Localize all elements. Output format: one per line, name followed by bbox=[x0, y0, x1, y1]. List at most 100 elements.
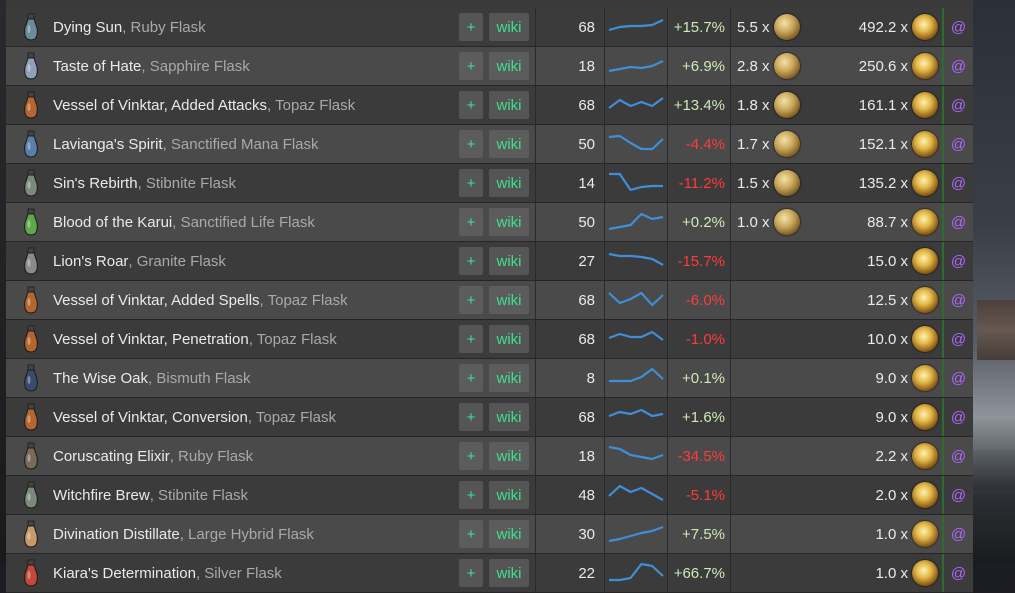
add-button[interactable]: + bbox=[459, 169, 483, 197]
item-name-cell[interactable]: Lavianga's Spirit, Sanctified Mana Flask bbox=[53, 125, 453, 163]
add-button[interactable]: + bbox=[459, 130, 483, 158]
item-level: 68 bbox=[578, 408, 595, 426]
whisper-link[interactable]: @ bbox=[950, 135, 967, 153]
item-name[interactable]: Lavianga's Spirit bbox=[53, 135, 163, 153]
item-name-cell[interactable]: Sin's Rebirth, Stibnite Flask bbox=[53, 164, 453, 202]
item-name-cell[interactable]: Vessel of Vinktar, Conversion, Topaz Fla… bbox=[53, 398, 453, 436]
whisper-link[interactable]: @ bbox=[950, 174, 967, 192]
add-button[interactable]: + bbox=[459, 325, 483, 353]
add-button[interactable]: + bbox=[459, 481, 483, 509]
item-name[interactable]: Sin's Rebirth bbox=[53, 174, 138, 192]
wiki-link[interactable]: wiki bbox=[489, 169, 529, 197]
item-name-cell[interactable]: Lion's Roar, Granite Flask bbox=[53, 242, 453, 280]
flask-icon bbox=[14, 86, 48, 124]
whisper-link[interactable]: @ bbox=[950, 408, 967, 426]
chaos-price: 10.0 x bbox=[867, 330, 908, 348]
wiki-link[interactable]: wiki bbox=[489, 52, 529, 80]
whisper-link[interactable]: @ bbox=[950, 564, 967, 582]
item-name-cell[interactable]: The Wise Oak, Bismuth Flask bbox=[53, 359, 453, 397]
wiki-link[interactable]: wiki bbox=[489, 13, 529, 41]
item-name-cell[interactable]: Vessel of Vinktar, Added Attacks, Topaz … bbox=[53, 86, 453, 124]
wiki-link[interactable]: wiki bbox=[489, 208, 529, 236]
item-name-cell[interactable]: Kiara's Determination, Silver Flask bbox=[53, 554, 453, 592]
whisper-link[interactable]: @ bbox=[950, 447, 967, 465]
exalted-price-cell: 1.8 x bbox=[730, 86, 814, 124]
item-name-cell[interactable]: Coruscating Elixir, Ruby Flask bbox=[53, 437, 453, 475]
item-name-cell[interactable]: Vessel of Vinktar, Penetration, Topaz Fl… bbox=[53, 320, 453, 358]
whisper-link[interactable]: @ bbox=[950, 57, 967, 75]
sparkline-graphic bbox=[608, 291, 664, 307]
item-name-cell[interactable]: Divination Distillate, Large Hybrid Flas… bbox=[53, 515, 453, 553]
item-level: 50 bbox=[578, 213, 595, 231]
whisper-link[interactable]: @ bbox=[950, 486, 967, 504]
item-name[interactable]: Taste of Hate bbox=[53, 57, 142, 75]
whisper-link[interactable]: @ bbox=[950, 18, 967, 36]
add-cell: + bbox=[458, 320, 484, 358]
add-button[interactable]: + bbox=[459, 520, 483, 548]
wiki-link[interactable]: wiki bbox=[489, 559, 529, 587]
item-base-type: , Large Hybrid Flask bbox=[179, 525, 314, 543]
wiki-link[interactable]: wiki bbox=[489, 403, 529, 431]
whisper-link[interactable]: @ bbox=[950, 252, 967, 270]
item-name-cell[interactable]: Blood of the Karui, Sanctified Life Flas… bbox=[53, 203, 453, 241]
chaos-price-cell: 161.1 x bbox=[814, 86, 942, 124]
whisper-link[interactable]: @ bbox=[950, 525, 967, 543]
whisper-link[interactable]: @ bbox=[950, 291, 967, 309]
whisper-link[interactable]: @ bbox=[950, 213, 967, 231]
whisper-link[interactable]: @ bbox=[950, 96, 967, 114]
wiki-link[interactable]: wiki bbox=[489, 364, 529, 392]
wiki-link[interactable]: wiki bbox=[489, 130, 529, 158]
sparkline-line bbox=[608, 445, 664, 461]
item-name-cell[interactable]: Witchfire Brew, Stibnite Flask bbox=[53, 476, 453, 514]
item-name[interactable]: Witchfire Brew bbox=[53, 486, 150, 504]
item-name[interactable]: Vessel of Vinktar, Penetration bbox=[53, 330, 249, 348]
add-button[interactable]: + bbox=[459, 559, 483, 587]
add-button[interactable]: + bbox=[459, 91, 483, 119]
flask-icon bbox=[14, 203, 48, 241]
add-button[interactable]: + bbox=[459, 442, 483, 470]
wiki-link[interactable]: wiki bbox=[489, 325, 529, 353]
item-name[interactable]: Lion's Roar bbox=[53, 252, 129, 270]
trend-sparkline bbox=[604, 437, 667, 475]
add-button[interactable]: + bbox=[459, 208, 483, 236]
item-level: 50 bbox=[578, 135, 595, 153]
add-button[interactable]: + bbox=[459, 364, 483, 392]
sparkline-graphic bbox=[608, 525, 664, 543]
whisper-link[interactable]: @ bbox=[950, 369, 967, 387]
item-name[interactable]: Coruscating Elixir bbox=[53, 447, 170, 465]
item-name[interactable]: Vessel of Vinktar, Added Spells bbox=[53, 291, 260, 309]
item-name-cell[interactable]: Vessel of Vinktar, Added Spells, Topaz F… bbox=[53, 281, 453, 319]
add-cell: + bbox=[458, 476, 484, 514]
add-button[interactable]: + bbox=[459, 403, 483, 431]
wiki-link[interactable]: wiki bbox=[489, 91, 529, 119]
item-name[interactable]: Vessel of Vinktar, Added Attacks bbox=[53, 96, 268, 114]
table-row: The Wise Oak, Bismuth Flask + wiki 8 +0.… bbox=[6, 359, 973, 398]
wiki-link[interactable]: wiki bbox=[489, 286, 529, 314]
add-button[interactable]: + bbox=[459, 13, 483, 41]
item-name[interactable]: Divination Distillate bbox=[53, 525, 180, 543]
item-level: 18 bbox=[578, 447, 595, 465]
item-name-cell[interactable]: Dying Sun, Ruby Flask bbox=[53, 8, 453, 46]
item-name[interactable]: Vessel of Vinktar, Conversion bbox=[53, 408, 248, 426]
level-cell: 68 bbox=[535, 86, 603, 124]
item-name[interactable]: The Wise Oak bbox=[53, 369, 149, 387]
trend-sparkline bbox=[604, 8, 667, 46]
flask-icon bbox=[14, 47, 48, 85]
add-button[interactable]: + bbox=[459, 52, 483, 80]
add-button[interactable]: + bbox=[459, 247, 483, 275]
sparkline-line bbox=[609, 172, 663, 192]
item-name[interactable]: Kiara's Determination bbox=[53, 564, 196, 582]
level-cell: 48 bbox=[535, 476, 603, 514]
wiki-link[interactable]: wiki bbox=[489, 442, 529, 470]
wiki-link[interactable]: wiki bbox=[489, 520, 529, 548]
add-button[interactable]: + bbox=[459, 286, 483, 314]
price-change: +7.5% bbox=[682, 525, 725, 543]
chaos-orb-icon bbox=[912, 92, 938, 118]
item-name[interactable]: Dying Sun bbox=[53, 18, 123, 36]
whisper-link[interactable]: @ bbox=[950, 330, 967, 348]
change-cell: -15.7% bbox=[667, 242, 729, 280]
wiki-link[interactable]: wiki bbox=[489, 247, 529, 275]
item-name[interactable]: Blood of the Karui bbox=[53, 213, 173, 231]
wiki-link[interactable]: wiki bbox=[489, 481, 529, 509]
item-name-cell[interactable]: Taste of Hate, Sapphire Flask bbox=[53, 47, 453, 85]
